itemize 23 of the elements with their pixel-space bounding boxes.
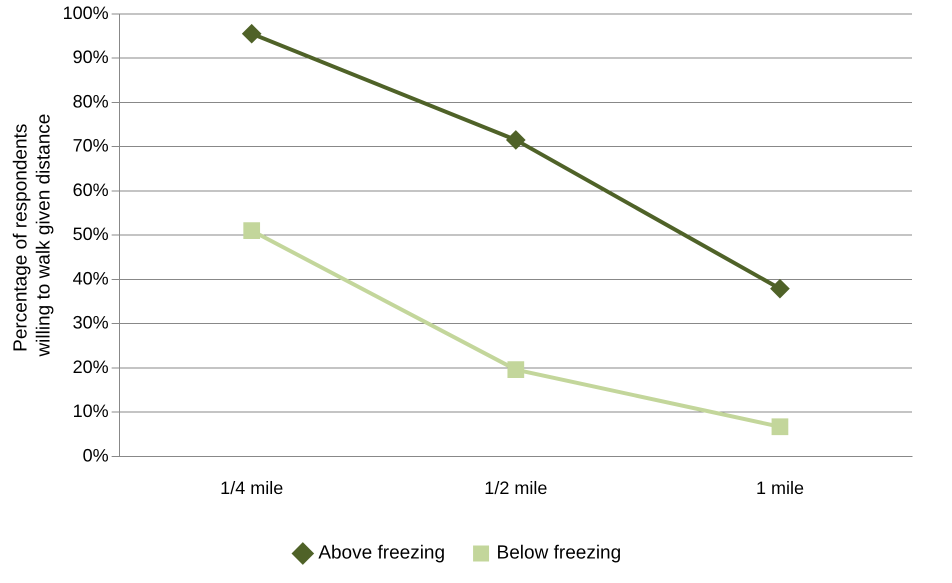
y-axis-title: Percentage of respondents willing to walk given distance <box>10 114 54 358</box>
point <box>242 24 261 43</box>
y-tick-label: 20% <box>72 356 109 377</box>
x-tick-label: 1/4 mile <box>220 478 284 498</box>
y-tick-label: 10% <box>72 401 109 422</box>
y-tick-label: 70% <box>72 136 109 156</box>
y-tick-label: 0% <box>82 445 109 466</box>
legend-label: Below freezing <box>496 542 622 564</box>
y-tick-label: 60% <box>72 180 109 200</box>
point <box>506 130 525 149</box>
y-tick-label: 30% <box>72 312 109 333</box>
y-tick-label: 50% <box>72 224 109 244</box>
legend-label: Above freezing <box>318 542 446 564</box>
point <box>507 361 524 378</box>
y-tick-label: 80% <box>72 91 109 112</box>
point <box>772 418 788 436</box>
x-tick-label: 1 mile <box>756 478 804 498</box>
y-tick-label: 100% <box>62 2 109 23</box>
point <box>770 280 789 298</box>
x-tick-label: 1/2 mile <box>484 478 548 498</box>
y-tick-label: 40% <box>72 268 109 288</box>
y-tick-label: 90% <box>72 47 109 68</box>
point <box>243 222 260 240</box>
